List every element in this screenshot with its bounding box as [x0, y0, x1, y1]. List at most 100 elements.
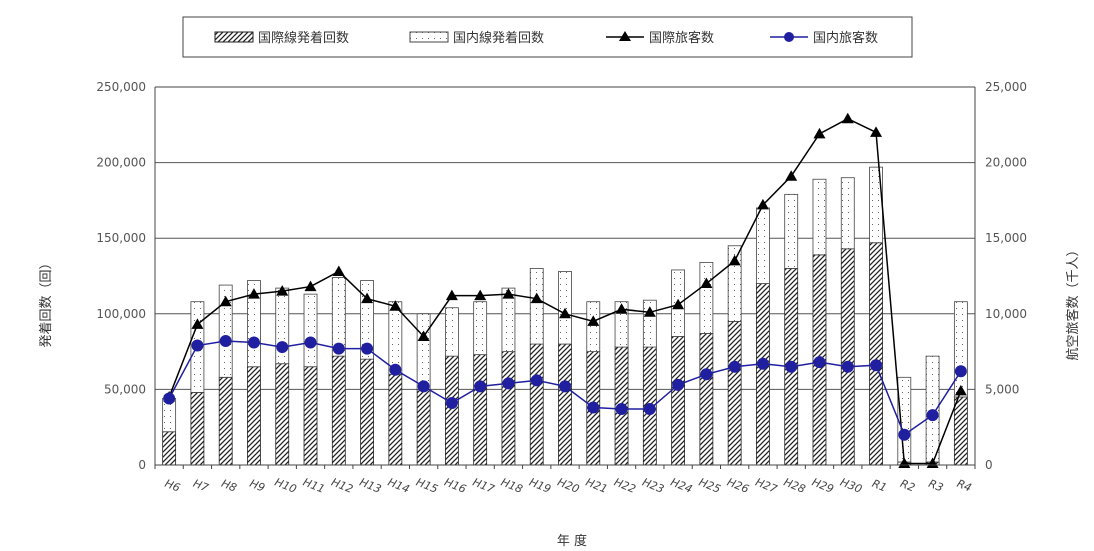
bar-intl-flights — [756, 283, 770, 466]
bar-dom-flights — [784, 193, 799, 269]
bar-intl-flights — [501, 351, 516, 466]
legend-label-dom-passengers: 国内旅客数 — [813, 30, 878, 46]
x-tick-label: H10 — [273, 476, 299, 496]
y-axis-left-title: 発着回数（回） — [38, 256, 54, 347]
marker-intl-passengers — [643, 306, 656, 317]
legend-label-dom-flights: 国内線発着回数 — [453, 30, 544, 46]
x-tick-label: H26 — [725, 476, 751, 496]
x-tick-label: R3 — [927, 477, 945, 495]
marker-dom-passengers — [191, 339, 204, 352]
marker-dom-passengers — [502, 377, 515, 390]
marker-intl-passengers — [417, 330, 430, 341]
bar-dom-flights — [699, 261, 714, 334]
marker-intl-passengers — [870, 126, 883, 137]
x-tick-label: H8 — [219, 477, 238, 495]
bar-dom-flights — [586, 301, 601, 353]
y-tick-left: 200,000 — [96, 156, 146, 170]
marker-intl-passengers — [530, 292, 543, 304]
marker-dom-passengers — [445, 397, 458, 410]
x-tick-label: H7 — [191, 477, 210, 495]
marker-dom-passengers — [559, 380, 571, 393]
marker-intl-passengers — [191, 318, 204, 329]
marker-dom-passengers — [756, 357, 769, 370]
x-tick-label: H17 — [471, 476, 497, 496]
bar-intl-flights — [953, 396, 968, 466]
x-axis-title: 年 度 — [557, 533, 587, 549]
marker-intl-passengers — [615, 303, 628, 314]
bar-intl-flights — [218, 376, 233, 466]
bar-dom-flights — [444, 307, 459, 357]
x-tick-label: H27 — [753, 476, 779, 496]
y-tick-left: 0 — [138, 458, 146, 472]
marker-dom-passengers — [813, 356, 826, 369]
bar-dom-flights — [953, 301, 968, 398]
bar-dom-flights — [558, 271, 572, 345]
bar-intl-flights — [190, 392, 205, 466]
bar-dom-flights — [388, 301, 403, 375]
marker-intl-passengers — [785, 170, 798, 181]
x-tick-label: R4 — [955, 477, 973, 495]
marker-dom-passengers — [870, 359, 883, 372]
bar-intl-flights — [388, 373, 403, 466]
marker-intl-passengers — [276, 285, 289, 296]
y-axis-right-title: 航空旅客数（千人） — [1065, 243, 1081, 360]
marker-intl-passengers — [361, 292, 374, 304]
x-tick-label: H14 — [386, 476, 412, 496]
bar-dom-flights — [218, 284, 233, 378]
marker-dom-passengers — [389, 363, 402, 376]
marker-intl-passengers — [756, 198, 769, 210]
bar-intl-flights — [727, 320, 742, 466]
bar-intl-flights — [444, 355, 459, 466]
marker-intl-passengers — [813, 127, 826, 139]
marker-intl-passengers — [700, 277, 713, 289]
legend: 国際線発着回数 国内線発着回数 国際旅客数 国内旅客数 — [182, 16, 913, 58]
x-tick-label: H13 — [358, 476, 384, 496]
marker-dom-passengers — [954, 365, 967, 378]
legend-swatch-dom-flights — [409, 31, 449, 43]
x-tick-label: H28 — [782, 476, 808, 496]
y-tick-right: 0 — [985, 458, 993, 472]
marker-dom-passengers — [898, 428, 911, 441]
marker-intl-passengers — [474, 289, 487, 301]
marker-intl-passengers — [304, 280, 317, 292]
bar-intl-flights — [303, 366, 318, 466]
marker-dom-passengers — [672, 378, 685, 391]
y-tick-left: 250,000 — [96, 80, 146, 94]
bar-dom-flights — [756, 207, 770, 284]
marker-dom-passengers — [926, 409, 939, 422]
x-tick-label: H19 — [527, 476, 553, 496]
x-tick-label: H16 — [442, 476, 468, 496]
y-tick-right: 25,000 — [985, 80, 1027, 94]
bar-intl-flights — [162, 431, 177, 466]
marker-intl-passengers — [502, 288, 515, 299]
marker-dom-passengers — [332, 342, 345, 355]
x-tick-label: R2 — [898, 477, 916, 495]
marker-intl-passengers — [954, 384, 967, 396]
marker-intl-passengers — [247, 288, 260, 299]
marker-dom-passengers — [700, 368, 713, 381]
bar-intl-flights — [869, 242, 883, 466]
marker-intl-passengers — [389, 300, 402, 311]
x-tick-label: H11 — [301, 476, 327, 496]
marker-intl-passengers — [841, 112, 854, 124]
marker-dom-passengers — [247, 336, 260, 349]
bar-intl-flights — [558, 343, 572, 466]
marker-dom-passengers — [841, 360, 854, 373]
bar-dom-flights — [473, 301, 488, 356]
marker-dom-passengers — [163, 392, 176, 405]
bar-dom-flights — [331, 277, 346, 357]
y-tick-right: 15,000 — [985, 231, 1027, 245]
y-tick-right: 10,000 — [985, 307, 1027, 321]
x-tick-label: H23 — [640, 476, 666, 496]
marker-dom-passengers — [474, 380, 487, 393]
bar-intl-flights — [699, 333, 714, 466]
bar-intl-flights — [671, 336, 686, 466]
bar-intl-flights — [247, 366, 261, 466]
legend-label-intl-flights: 国際線発着回数 — [258, 30, 349, 46]
marker-dom-passengers — [728, 360, 741, 373]
y-tick-right: 20,000 — [985, 156, 1027, 170]
x-tick-label: H9 — [248, 477, 267, 495]
bar-intl-flights — [275, 363, 290, 466]
x-tick-label: H20 — [556, 476, 582, 496]
